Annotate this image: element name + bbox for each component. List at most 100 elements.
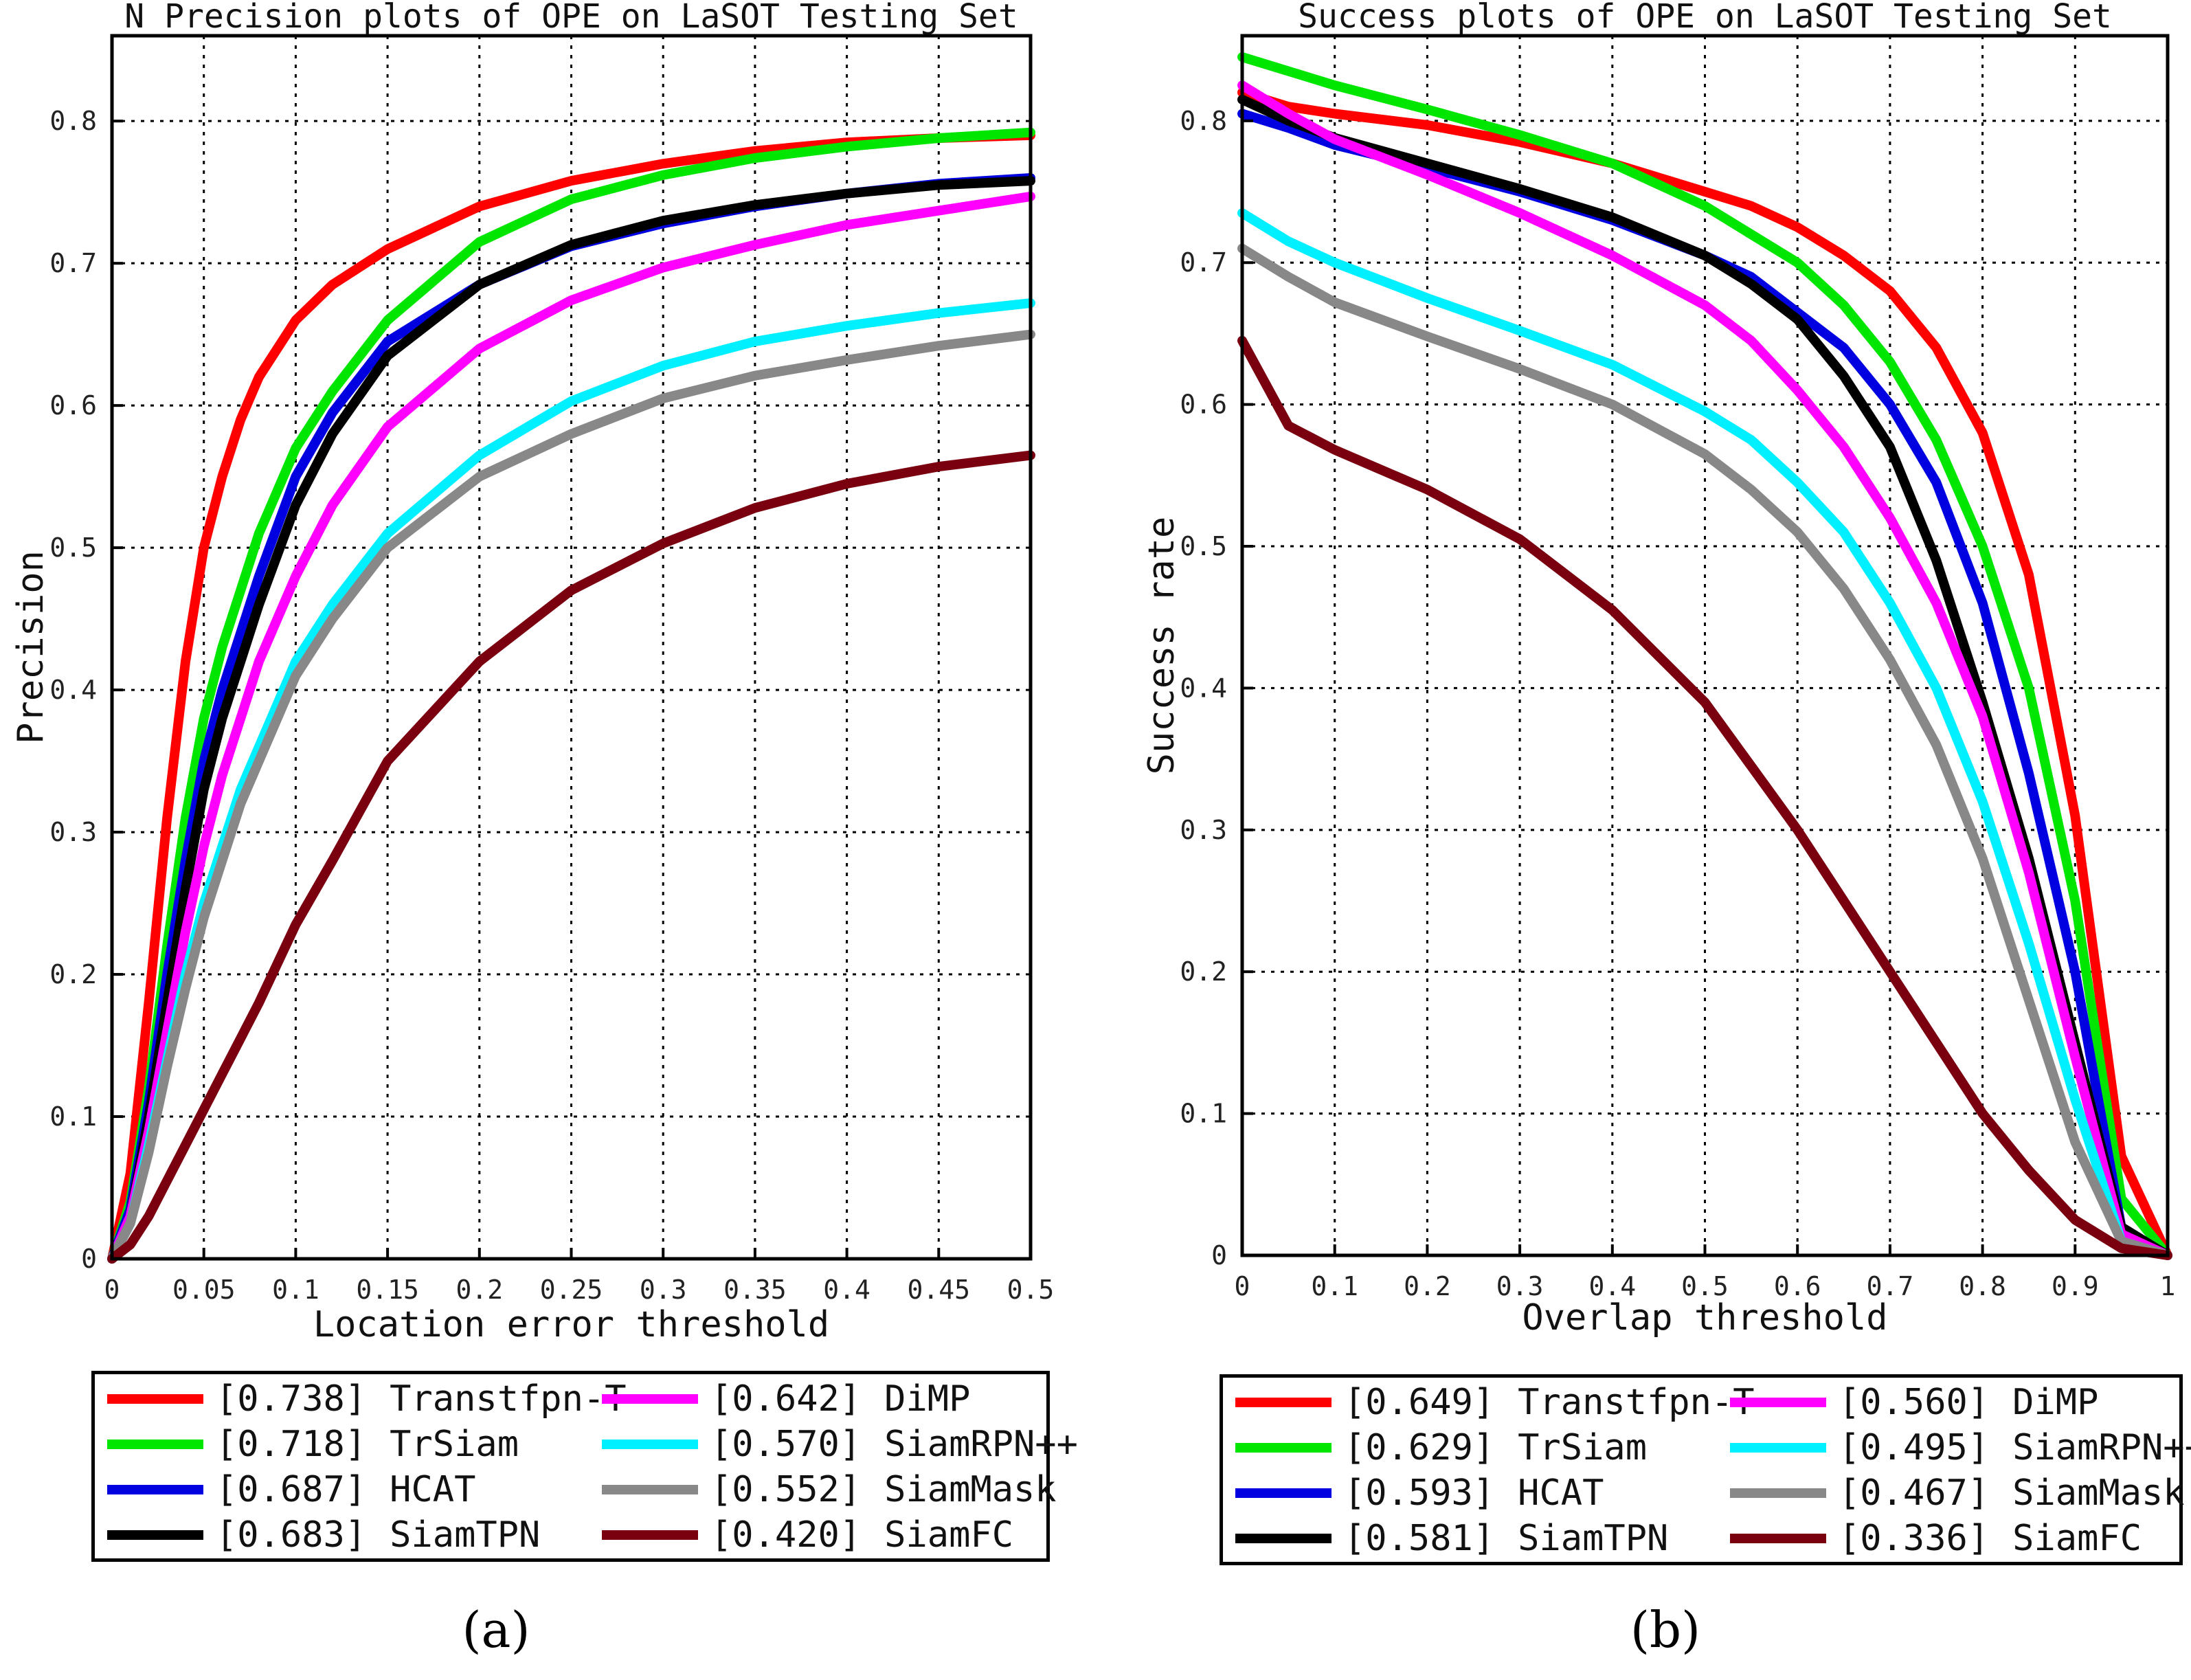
ytick-label: 0.3 xyxy=(49,817,97,847)
legend-entry: [0.687] HCAT xyxy=(107,1468,475,1512)
legend-swatch xyxy=(1730,1443,1826,1453)
legend-series-name: Transtfpn-T xyxy=(1518,1382,1755,1423)
legend-series-name: HCAT xyxy=(390,1469,476,1510)
legend-score: [0.495] xyxy=(1839,1427,1990,1468)
xtick-label: 0.3 xyxy=(1496,1271,1544,1301)
series-line-SiamFC xyxy=(107,450,1035,1264)
legend-series-name: SiamTPN xyxy=(1518,1518,1669,1559)
legend-swatch xyxy=(1730,1398,1826,1407)
ytick-label: 0.2 xyxy=(1180,956,1227,987)
series-line-DiMP xyxy=(107,191,1035,1264)
xtick-label: 0 xyxy=(1235,1271,1250,1301)
xtick-label: 0.45 xyxy=(908,1275,971,1305)
xtick-label: 0.3 xyxy=(640,1275,687,1305)
legend-score: [0.570] xyxy=(710,1424,862,1465)
legend-swatch xyxy=(1235,1488,1332,1498)
ytick-label: 0.7 xyxy=(1180,247,1227,278)
legend-score: [0.642] xyxy=(710,1378,862,1420)
legend-entry: [0.467] SiamMask xyxy=(1730,1471,2185,1515)
legend-score: [0.420] xyxy=(710,1514,862,1556)
legend-series-name: TrSiam xyxy=(1518,1427,1647,1468)
legend-entry: [0.738] Transtfpn-T xyxy=(107,1377,627,1421)
legend-score: [0.336] xyxy=(1839,1518,1990,1559)
legend-a: [0.738] Transtfpn-T [0.718] TrSiam [0.687] HC… xyxy=(91,1371,1078,1562)
xtick-label: 0.2 xyxy=(1404,1271,1451,1301)
legend-series-name: SiamRPN++ xyxy=(884,1424,1078,1465)
xtick-label: 0.4 xyxy=(1588,1271,1636,1301)
series-line-SiamMask xyxy=(107,329,1035,1264)
ytick-label: 0 xyxy=(81,1244,97,1274)
legend-score: [0.552] xyxy=(710,1469,862,1510)
legend-score: [0.560] xyxy=(1839,1382,1990,1423)
legend-score: [0.738] xyxy=(216,1378,367,1420)
xtick-label: 0.1 xyxy=(1311,1271,1358,1301)
legend-score: [0.581] xyxy=(1344,1518,1495,1559)
y-axis-label: Precision xyxy=(10,550,52,744)
legend-score: [0.687] xyxy=(216,1469,367,1510)
legend-series-name: SiamMask xyxy=(2012,1472,2185,1514)
x-axis-label: Overlap threshold xyxy=(1522,1297,1887,1339)
legend-swatch xyxy=(107,1530,203,1540)
ytick-label: 0.5 xyxy=(49,533,97,563)
legend-series-name: SiamFC xyxy=(884,1514,1013,1556)
legend-entry: [0.683] SiamTPN xyxy=(107,1513,540,1557)
legend-entry: [0.642] DiMP xyxy=(602,1377,970,1421)
legend-entry: [0.560] DiMP xyxy=(1730,1380,2098,1424)
ytick-label: 0 xyxy=(1211,1240,1227,1270)
legend-entry: [0.649] Transtfpn-T xyxy=(1235,1380,1755,1424)
legend-score: [0.649] xyxy=(1344,1382,1495,1423)
xtick-label: 0.15 xyxy=(356,1275,419,1305)
chart-b-success: 0 0.1 0.2 0.3 0.4 0.5 0.6 0.7 0.8 0.9 1 0 0.1 0.2 0.3 0… xyxy=(1141,0,2175,1339)
legend-entry: [0.495] SiamRPN++ xyxy=(1730,1426,2191,1470)
xtick-label: 0.5 xyxy=(1681,1271,1729,1301)
xtick-label: 0.6 xyxy=(1774,1271,1821,1301)
ytick-label: 0.7 xyxy=(49,248,97,278)
xtick-label: 0 xyxy=(104,1275,120,1305)
series-line-TrSiam xyxy=(1237,52,2172,1260)
chart-title: N Precision plots of OPE on LaSOT Testin… xyxy=(124,0,1018,36)
legend-series-name: TrSiam xyxy=(390,1424,519,1465)
legend-entry: [0.581] SiamTPN xyxy=(1235,1516,1668,1560)
ytick-label: 0.1 xyxy=(1180,1099,1227,1129)
series-line-SiamTPN xyxy=(107,176,1035,1264)
series-line-SiamFC xyxy=(1237,335,2172,1260)
legend-swatch xyxy=(1730,1488,1826,1498)
legend-swatch xyxy=(602,1440,698,1449)
legend-score: [0.683] xyxy=(216,1514,367,1556)
ytick-label: 0.6 xyxy=(49,390,97,421)
xtick-label: 0.1 xyxy=(272,1275,319,1305)
legend-series-name: DiMP xyxy=(884,1378,971,1420)
ytick-label: 0.8 xyxy=(1180,106,1227,136)
legend-b: [0.649] Transtfpn-T [0.629] TrSiam [0.593] HC… xyxy=(1220,1374,2191,1565)
legend-score: [0.629] xyxy=(1344,1427,1495,1468)
xtick-label: 0.25 xyxy=(540,1275,603,1305)
series-line-DiMP xyxy=(1237,80,2172,1260)
chart-title: Success plots of OPE on LaSOT Testing Se… xyxy=(1298,0,2112,36)
legend-swatch xyxy=(107,1485,203,1494)
legend-swatch xyxy=(107,1440,203,1449)
legend-swatch xyxy=(1235,1443,1332,1453)
ytick-label: 0.4 xyxy=(1180,673,1227,703)
legend-score: [0.467] xyxy=(1839,1472,1990,1514)
legend-entry: [0.420] SiamFC xyxy=(602,1513,1013,1557)
ytick-label: 0.3 xyxy=(1180,815,1227,845)
xtick-label: 0.7 xyxy=(1867,1271,1914,1301)
xtick-label: 0.35 xyxy=(723,1275,787,1305)
ytick-label: 0.1 xyxy=(49,1101,97,1132)
legend-series-name: SiamMask xyxy=(884,1469,1057,1510)
xtick-label: 0.4 xyxy=(823,1275,870,1305)
legend-swatch xyxy=(602,1485,698,1494)
legend-swatch xyxy=(1235,1398,1332,1407)
legend-swatch xyxy=(602,1394,698,1404)
legend-swatch xyxy=(1235,1534,1332,1543)
xtick-label: 1 xyxy=(2160,1271,2176,1301)
legend-swatch xyxy=(107,1394,203,1404)
xtick-label: 0.05 xyxy=(172,1275,236,1305)
legend-entry: [0.629] TrSiam xyxy=(1235,1426,1647,1470)
legend-entry: [0.570] SiamRPN++ xyxy=(602,1422,1078,1466)
legend-entry: [0.552] SiamMask xyxy=(602,1468,1057,1512)
legend-series-name: DiMP xyxy=(2012,1382,2099,1423)
legend-entry: [0.718] TrSiam xyxy=(107,1422,519,1466)
legend-score: [0.593] xyxy=(1344,1472,1495,1514)
